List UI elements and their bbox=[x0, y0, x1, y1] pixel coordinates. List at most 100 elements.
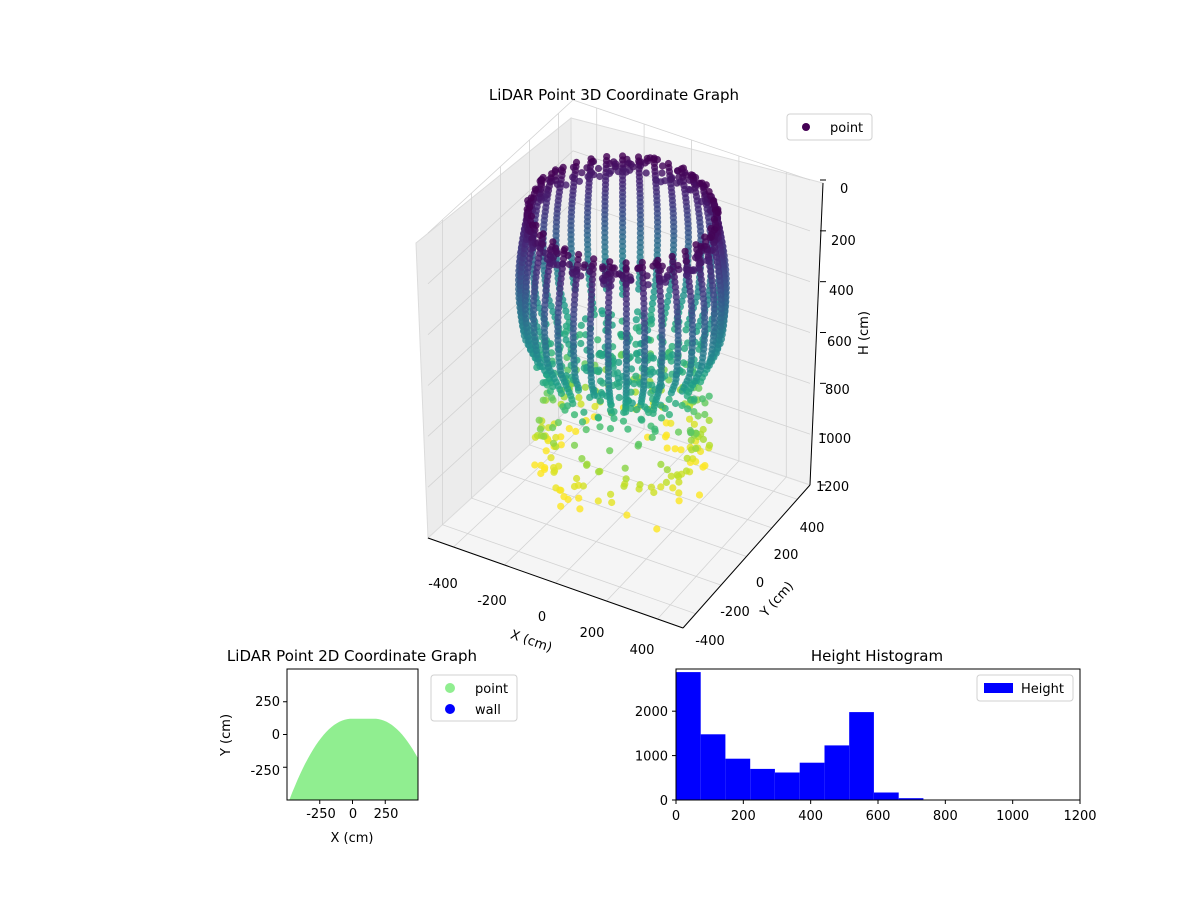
lidar-point-3d bbox=[562, 336, 570, 344]
lidar-point-3d bbox=[662, 478, 671, 486]
z-ticks-3d: 0 200 400 600 800 1000 1200 bbox=[816, 179, 856, 495]
lidar-point-3d bbox=[688, 330, 697, 338]
lidar-point-3d bbox=[589, 270, 597, 278]
lidar-point-3d bbox=[543, 185, 551, 193]
lidar-point-3d bbox=[554, 327, 562, 335]
lidar-point-3d bbox=[650, 288, 658, 296]
lidar-point-3d bbox=[633, 406, 641, 414]
lidar-point-3d bbox=[648, 433, 656, 441]
grid-line-3d bbox=[427, 150, 811, 285]
x-tick-histogram: 400 bbox=[798, 809, 823, 824]
lidar-point-3d bbox=[581, 261, 589, 269]
lidar-point-3d bbox=[579, 482, 588, 490]
lidar-point-3d bbox=[622, 475, 630, 483]
lidar-point-3d bbox=[689, 455, 697, 463]
lidar-point-3d bbox=[573, 474, 581, 483]
lidar-point-3d bbox=[682, 257, 690, 265]
lidar-point-3d bbox=[657, 401, 665, 409]
lidar-point-3d bbox=[658, 169, 666, 177]
lidar-point-3d bbox=[705, 416, 713, 424]
y-tick-histogram: 0 bbox=[660, 794, 668, 809]
lidar-point-3d bbox=[671, 445, 679, 453]
lidar-point-3d bbox=[594, 497, 602, 505]
lidar-point-3d bbox=[667, 472, 675, 480]
lidar-point-3d bbox=[575, 494, 583, 502]
lidar-point-3d bbox=[714, 209, 722, 217]
lidar-point-3d bbox=[648, 300, 657, 308]
lidar-point-3d bbox=[674, 336, 682, 344]
point-area-2d bbox=[287, 718, 418, 800]
lidar-point-3d bbox=[570, 441, 579, 449]
lidar-point-3d bbox=[597, 377, 605, 385]
lidar-point-3d bbox=[689, 171, 697, 180]
legend-histogram: Height bbox=[976, 674, 1074, 702]
lidar-point-3d bbox=[629, 163, 637, 171]
lidar-point-3d bbox=[634, 153, 643, 161]
lidar-point-3d bbox=[614, 374, 622, 382]
lidar-point-3d bbox=[523, 205, 531, 213]
lidar-point-3d bbox=[572, 158, 581, 166]
lidar-point-3d bbox=[565, 260, 573, 269]
legend-histogram-swatch bbox=[984, 683, 1013, 693]
lidar-point-3d bbox=[648, 305, 656, 314]
lidar-point-3d bbox=[699, 435, 708, 443]
legend-2d: point wall bbox=[430, 674, 518, 722]
lidar-point-3d bbox=[665, 292, 673, 300]
lidar-point-3d bbox=[622, 265, 630, 273]
lidar-point-3d bbox=[650, 488, 658, 497]
lidar-point-3d bbox=[665, 395, 673, 403]
y-tick-histogram: 2000 bbox=[635, 705, 668, 720]
lidar-point-3d bbox=[599, 265, 607, 273]
lidar-point-3d bbox=[578, 169, 586, 177]
lidar-point-3d bbox=[615, 358, 623, 366]
lidar-point-3d bbox=[594, 336, 602, 344]
lidar-point-3d bbox=[622, 343, 631, 351]
z-tick-3d: 0 bbox=[840, 182, 848, 197]
title-histogram: Height Histogram bbox=[811, 647, 943, 665]
lidar-point-3d bbox=[549, 439, 558, 447]
plot-histogram: Height Histogram 0 200 400 600 800 1000 1200 0 1… bbox=[635, 647, 1097, 824]
lidar-point-3d bbox=[540, 465, 549, 473]
lidar-point-3d bbox=[634, 308, 642, 316]
lidar-point-3d bbox=[667, 419, 675, 427]
lidar-point-3d bbox=[698, 395, 707, 403]
lidar-point-3d bbox=[575, 393, 583, 402]
lidar-point-3d bbox=[682, 467, 691, 475]
lidar-point-3d bbox=[564, 251, 572, 259]
legend-3d-frame bbox=[786, 113, 873, 141]
lidar-point-3d bbox=[540, 432, 548, 440]
lidar-point-3d bbox=[615, 393, 623, 402]
lidar-point-3d bbox=[610, 264, 618, 272]
lidar-point-3d bbox=[557, 441, 565, 449]
legend-3d-label: point bbox=[830, 121, 863, 136]
lidar-point-3d bbox=[682, 326, 690, 334]
x-tick-3d: -200 bbox=[477, 594, 507, 609]
ticks-histogram: 0 200 400 600 800 1000 1200 0 1000 2000 bbox=[635, 705, 1097, 824]
lidar-point-3d bbox=[680, 344, 689, 353]
grid-line-3d bbox=[427, 99, 811, 234]
lidar-point-3d bbox=[690, 395, 698, 403]
lidar-point-3d bbox=[649, 354, 658, 362]
lidar-point-3d bbox=[562, 181, 570, 189]
lidar-point-3d bbox=[577, 400, 585, 408]
lidar-point-3d bbox=[682, 171, 690, 179]
x-tick-2d: 0 bbox=[349, 807, 357, 822]
lidar-point-3d bbox=[657, 414, 666, 422]
lidar-point-3d bbox=[536, 425, 545, 433]
histogram-bars bbox=[676, 672, 924, 800]
lidar-point-3d bbox=[538, 177, 546, 185]
lidar-point-3d bbox=[683, 454, 691, 462]
lidar-point-3d bbox=[614, 369, 622, 377]
histogram-bar bbox=[874, 792, 899, 800]
lidar-point-3d bbox=[702, 181, 710, 189]
x-tick-3d: 400 bbox=[630, 643, 655, 658]
lidar-point-3d bbox=[632, 372, 640, 380]
y-tick-3d: -400 bbox=[695, 634, 725, 649]
lidar-point-3d bbox=[527, 212, 536, 220]
lidar-point-3d bbox=[695, 491, 704, 499]
z-tick-3d: 1000 bbox=[818, 432, 851, 447]
histogram-bar bbox=[799, 762, 825, 800]
lidar-point-3d bbox=[686, 415, 694, 423]
lidar-point-3d bbox=[635, 440, 643, 448]
legend-3d: point bbox=[786, 113, 873, 141]
